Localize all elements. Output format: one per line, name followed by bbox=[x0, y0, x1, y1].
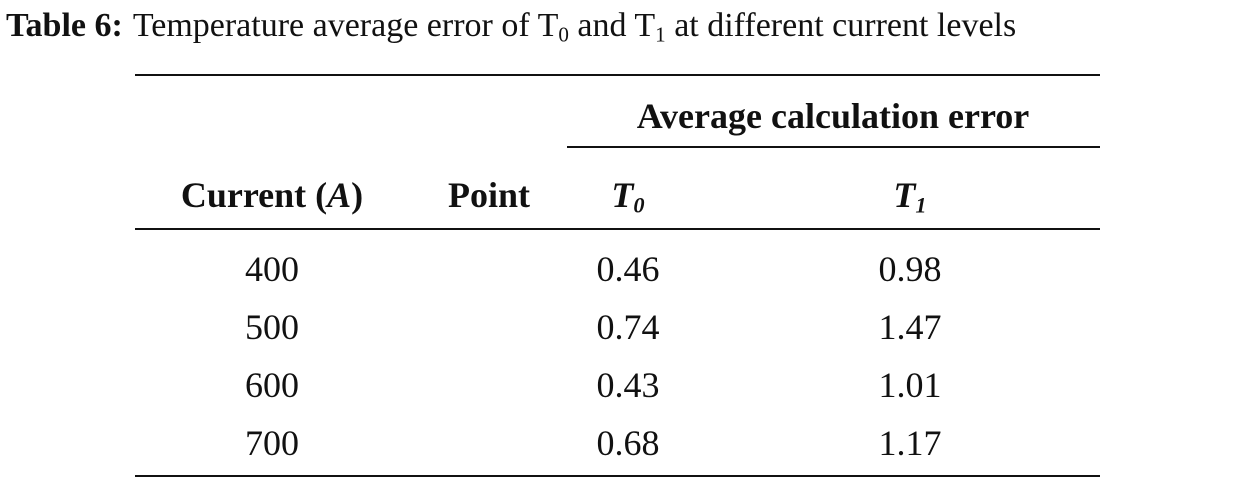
header-rule bbox=[135, 228, 1100, 230]
table-cell: 600 bbox=[245, 365, 299, 405]
header-text: ) bbox=[351, 175, 364, 215]
caption-text: Temperature average error of T bbox=[132, 7, 559, 44]
top-rule bbox=[135, 74, 1100, 76]
header-italic: A bbox=[327, 175, 352, 215]
caption: Table 6: Temperature average error of T0 … bbox=[6, 4, 1016, 48]
table-cell: 0.43 bbox=[596, 365, 660, 405]
bottom-rule bbox=[135, 475, 1100, 477]
caption-text: at different current levels bbox=[665, 7, 1017, 44]
header-text: T bbox=[893, 175, 916, 215]
header-text: Current ( bbox=[180, 175, 328, 215]
header-subscript: 0 bbox=[633, 192, 645, 218]
caption-subscript: 0 bbox=[558, 22, 569, 47]
table-cell: 500 bbox=[245, 307, 299, 347]
header-subscript: 1 bbox=[915, 192, 927, 218]
column-header: Current (A) bbox=[181, 173, 363, 217]
header-text: T bbox=[611, 175, 634, 215]
group-header: Average calculation error bbox=[636, 96, 1030, 136]
caption-text: and T bbox=[568, 7, 656, 44]
caption-subscript: 1 bbox=[655, 22, 666, 47]
table-cell: 1.47 bbox=[878, 307, 942, 347]
table-cell: 0.68 bbox=[596, 423, 660, 463]
table-cell: 400 bbox=[245, 249, 299, 289]
table-cell: 1.17 bbox=[878, 423, 942, 463]
table-cell: 0.74 bbox=[596, 307, 660, 347]
table-cell: 0.98 bbox=[878, 249, 942, 289]
table-cell: 0.46 bbox=[596, 249, 660, 289]
table-cell: 1.01 bbox=[878, 365, 942, 405]
column-header: Point bbox=[447, 175, 531, 215]
column-header: T1 bbox=[893, 173, 926, 217]
caption-label: Table 6: bbox=[6, 7, 123, 44]
column-header: T0 bbox=[611, 173, 644, 217]
group-rule bbox=[567, 146, 1100, 148]
table-cell: 700 bbox=[245, 423, 299, 463]
